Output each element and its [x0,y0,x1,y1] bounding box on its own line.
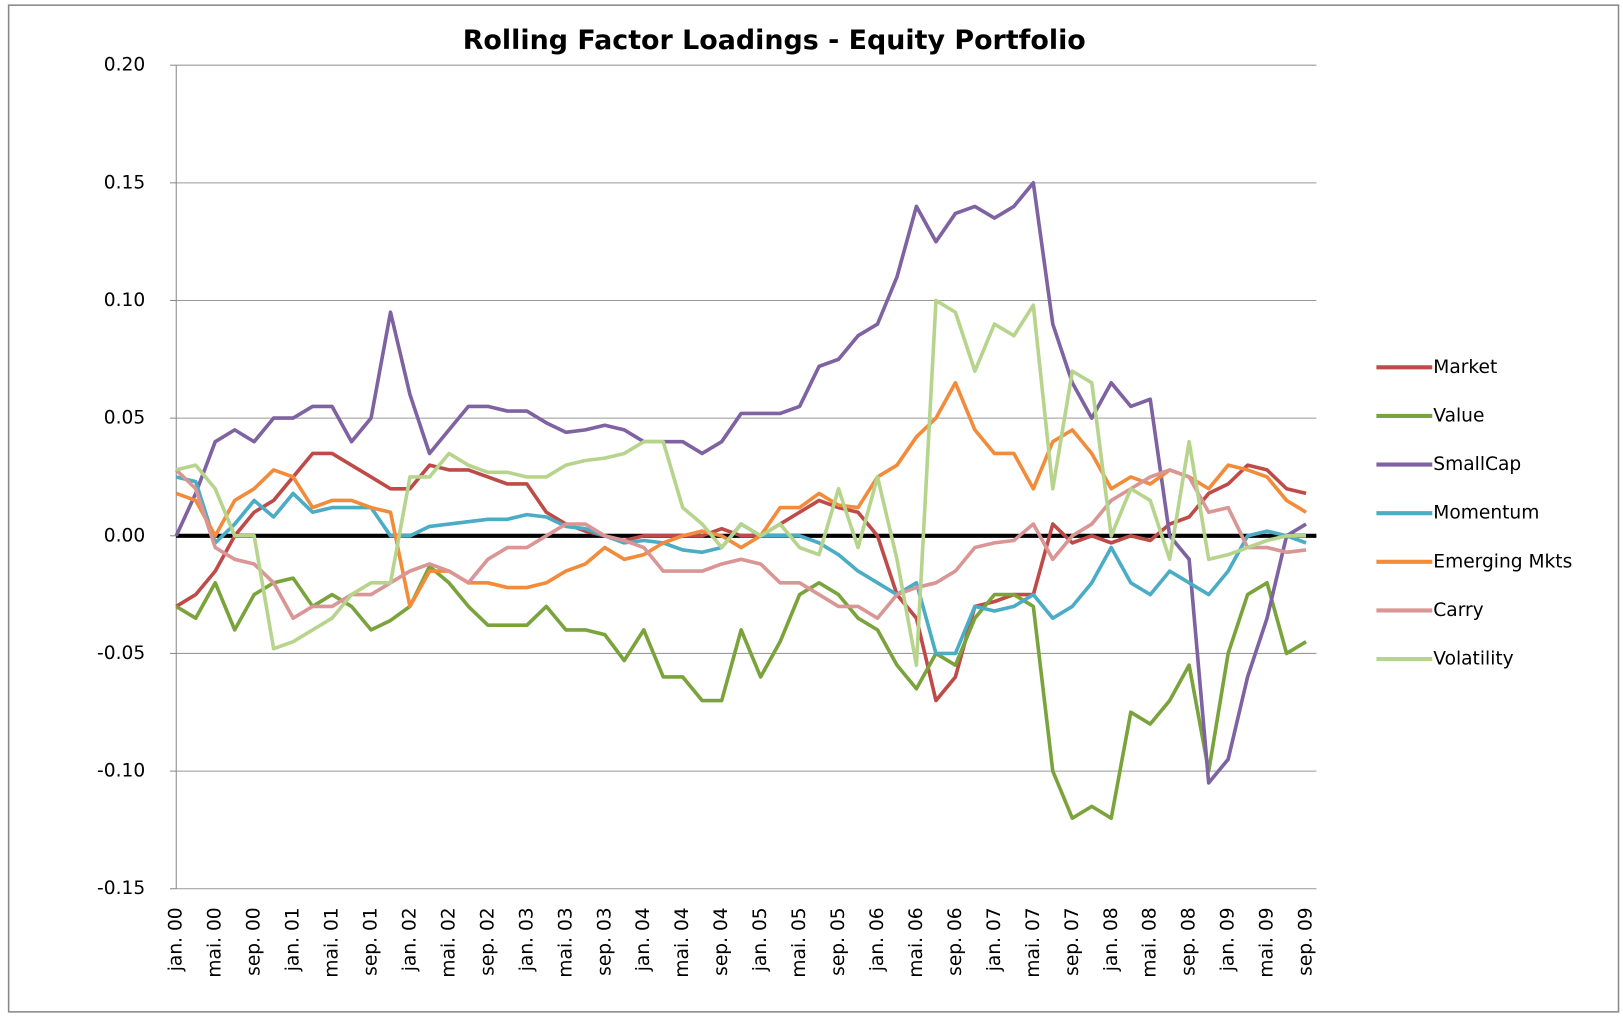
legend-label: Market [1433,357,1497,378]
x-tick-label: jan. 08 [1101,907,1122,972]
y-tick-label: 0.00 [104,525,145,546]
series-line [175,451,1307,703]
y-tick-label: 0.05 [104,408,145,429]
x-tick-label: sep. 01 [361,907,382,975]
x-tick-label: mai. 01 [322,907,343,977]
series-line [175,298,1307,667]
x-tick-label: sep. 03 [594,907,615,975]
legend-label: Momentum [1433,503,1539,524]
x-tick-label: sep. 08 [1179,907,1200,975]
legend-label: SmallCap [1433,454,1521,475]
x-tick-label: mai. 05 [789,907,810,977]
series-line [174,468,1307,620]
x-tick-label: mai. 08 [1140,907,1161,977]
legend-label: Emerging Mkts [1433,551,1572,572]
y-tick-label: 0.10 [104,290,145,311]
x-tick-label: jan. 04 [633,907,654,972]
legend-label: Value [1433,405,1484,426]
x-tick-label: mai. 07 [1023,907,1044,977]
x-tick-label: sep. 02 [477,907,498,975]
series-line [175,564,1307,820]
y-tick-label: -0.10 [97,761,145,782]
x-tick-label: jan. 00 [166,907,187,972]
chart-title: Rolling Factor Loadings - Equity Portfol… [463,25,1086,56]
x-tick-label: sep. 06 [945,907,966,975]
x-tick-label: jan. 03 [516,907,537,972]
legend-label: Volatility [1433,649,1513,670]
x-tick-label: mai. 06 [906,907,927,977]
x-tick-label: sep. 09 [1296,907,1317,975]
x-tick-label: mai. 00 [205,907,226,977]
x-tick-label: mai. 02 [438,907,459,977]
series-line [175,381,1307,609]
y-tick-label: -0.15 [97,878,145,899]
x-tick-label: sep. 04 [711,907,732,975]
x-tick-label: jan. 06 [867,907,888,972]
x-tick-label: jan. 05 [750,907,771,972]
x-tick-label: sep. 05 [828,907,849,975]
x-tick-label: jan. 07 [984,907,1005,972]
y-tick-label: -0.05 [97,643,145,664]
x-tick-label: mai. 03 [555,907,576,977]
x-tick-label: mai. 09 [1257,907,1278,977]
x-tick-label: jan. 01 [283,907,304,972]
chart-frame [7,4,1620,1013]
x-tick-label: jan. 02 [399,907,420,972]
x-tick-label: mai. 04 [672,907,693,977]
y-tick-label: 0.20 [104,55,145,76]
x-tick-label: sep. 00 [244,907,265,975]
x-tick-label: sep. 07 [1062,907,1083,975]
series-line [174,181,1307,785]
y-tick-label: 0.15 [104,172,145,193]
legend-label: Carry [1433,600,1483,621]
x-tick-label: jan. 09 [1218,907,1239,972]
